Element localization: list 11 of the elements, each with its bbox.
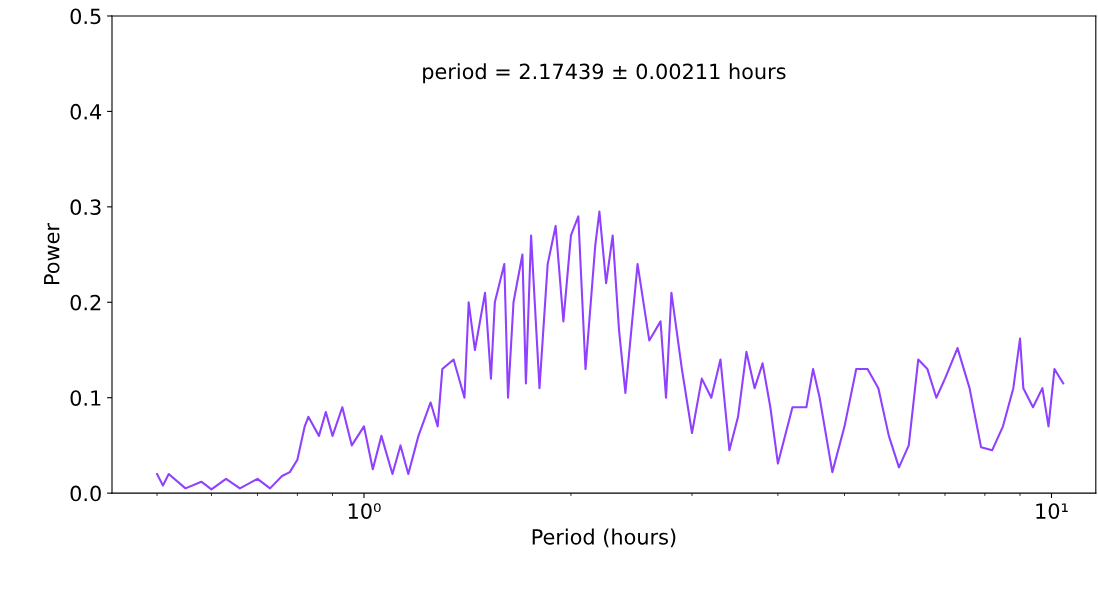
y-tick-label: 0.3 (70, 199, 101, 216)
y-tick-label: 0.0 (70, 485, 101, 502)
annotation: period = 2.17439 ± 0.00211 hours (423, 63, 786, 84)
x-tick-label: 10¹ (1036, 503, 1068, 519)
y-axis-title: Power (44, 223, 60, 284)
y-tick-label: 0.1 (70, 390, 101, 406)
x-tick-label: 10⁰ (348, 503, 381, 519)
y-tick-label: 0.4 (70, 103, 102, 120)
y-tick-label: 0.5 (70, 8, 101, 25)
y-tick-label: 0.2 (70, 294, 101, 311)
x-axis-title: Period (hours) (532, 528, 676, 548)
